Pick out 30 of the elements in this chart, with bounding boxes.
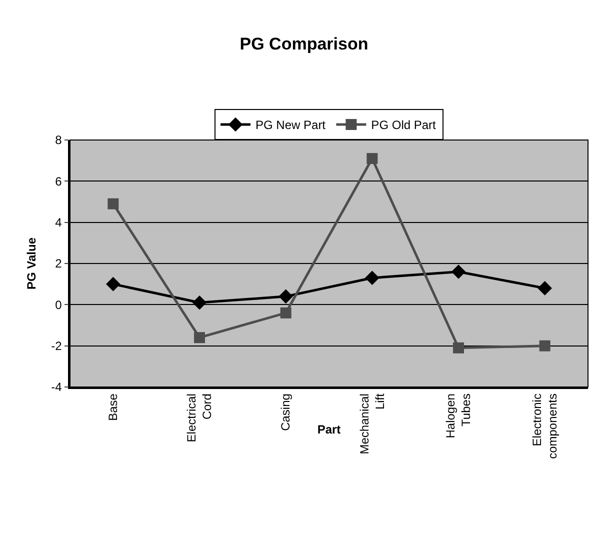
point (453, 342, 464, 354)
point (366, 153, 378, 164)
y-tick-label: -2 (51, 339, 62, 354)
point (451, 264, 466, 279)
point (538, 281, 552, 296)
x-tick-label: Halogen Tubes (444, 394, 474, 438)
x-axis-title: Part (317, 422, 341, 436)
x-tick-label: Casing (278, 394, 293, 431)
point (106, 276, 120, 292)
y-tick-label: -4 (51, 380, 62, 394)
y-tick-label: 8 (55, 133, 62, 148)
legend-label: PG Old Part (371, 118, 437, 132)
point (278, 289, 293, 304)
y-tick-label: 2 (55, 256, 62, 271)
point (365, 270, 380, 286)
point (539, 340, 550, 352)
chart-title: PG Comparison (240, 34, 368, 54)
y-tick-label: 0 (55, 298, 62, 312)
point (280, 307, 292, 318)
x-tick-label: Base (106, 393, 120, 421)
x-tick-label: Mechanical Lift (357, 392, 387, 454)
y-tick-label: 6 (55, 174, 62, 188)
point (192, 295, 207, 310)
x-tick-label: Electronic components (530, 394, 560, 459)
y-tick-label: 4 (55, 216, 62, 230)
legend-label: PG New Part (256, 118, 326, 132)
point (108, 198, 119, 210)
y-axis-title: PG Value (24, 237, 38, 290)
x-tick-label: Electrical Cord (184, 394, 214, 442)
point (194, 332, 205, 344)
